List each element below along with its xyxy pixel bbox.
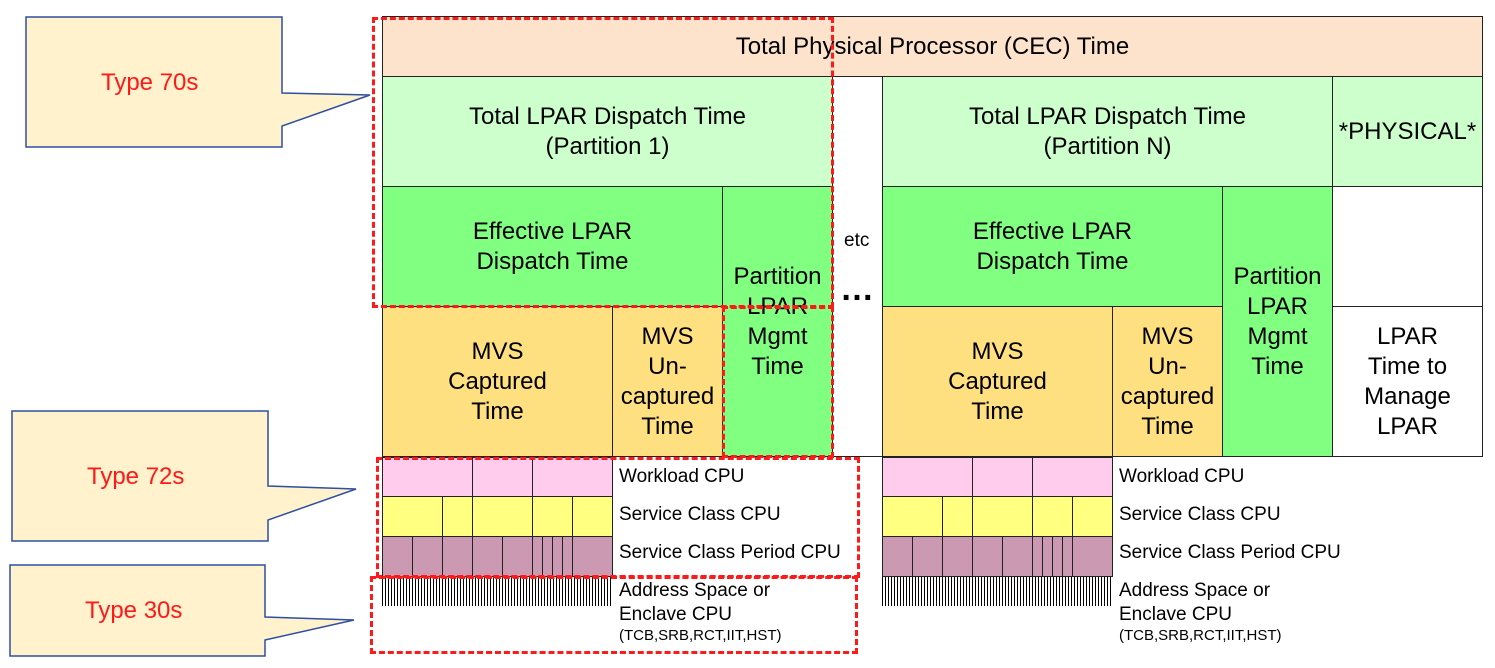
pn-period-cell	[882, 536, 913, 577]
pn-workload-cell	[972, 457, 1033, 497]
callout-type70-shape	[25, 16, 371, 148]
pn-period-cell	[1072, 536, 1113, 577]
p1-workload-cell	[532, 457, 613, 497]
p1-period-cell	[382, 536, 413, 577]
p1-service-class-period-label: Service Class Period CPU	[619, 542, 841, 563]
pn-address-space-label-1: Address Space or	[1119, 580, 1271, 601]
p1-service-class-cell	[472, 496, 533, 537]
p1-workload-cell	[382, 457, 473, 497]
pn-service-class-period-label: Service Class Period CPU	[1119, 542, 1341, 563]
p1-mvs-uncaptured: MVS Un- captured Time	[612, 306, 723, 457]
pn-period-cell	[912, 536, 943, 577]
callout-type72-shape	[11, 410, 357, 542]
pn-service-class-cell	[882, 496, 943, 537]
pn-effective-dispatch: Effective LPAR Dispatch Time	[882, 186, 1223, 307]
pn-dispatch-time: Total LPAR Dispatch Time (Partition N)	[882, 76, 1333, 187]
callout-type70-label: Type 70s	[101, 69, 199, 96]
pn-service-class-cell	[942, 496, 973, 537]
p1-address-space-label-1: Address Space or	[619, 580, 771, 601]
pn-lpar-mgmt-time: Partition LPAR Mgmt Time	[1222, 186, 1333, 457]
p1-lpar-mgmt-time: Partition LPAR Mgmt Time	[722, 186, 833, 457]
p1-service-class-cell	[532, 496, 573, 537]
p1-workload-label: Workload CPU	[619, 466, 745, 487]
callout-type72-label: Type 72s	[87, 463, 185, 490]
p1-period-cell	[572, 536, 613, 577]
pn-address-space-bars	[882, 577, 1112, 606]
p1-workload-cell	[472, 457, 533, 497]
p1-address-space-label-2: Enclave CPU	[619, 604, 732, 625]
p1-service-class-cell	[382, 496, 443, 537]
p1-address-space-label-3: (TCB,SRB,RCT,IIT,HST)	[619, 627, 782, 644]
p1-service-class-cell	[572, 496, 613, 537]
p1-mvs-captured: MVS Captured Time	[382, 306, 613, 457]
ellipsis-label: …	[840, 270, 874, 308]
pn-period-cell	[942, 536, 973, 577]
p1-period-cell	[442, 536, 473, 577]
pn-address-space-label-2: Enclave CPU	[1119, 604, 1232, 625]
pn-mvs-uncaptured: MVS Un- captured Time	[1112, 306, 1223, 457]
p1-dispatch-time: Total LPAR Dispatch Time (Partition 1)	[382, 76, 833, 187]
callout-type30-label: Type 30s	[85, 597, 183, 624]
p1-service-class-cell	[442, 496, 473, 537]
p1-period-cell	[412, 536, 443, 577]
physical-label: *PHYSICAL*	[1332, 76, 1483, 187]
callout-type30-shape	[9, 564, 355, 657]
p1-service-class-label: Service Class CPU	[619, 504, 781, 525]
p1-period-cell	[502, 536, 533, 577]
physical-empty	[1332, 186, 1483, 307]
pn-workload-cell	[1032, 457, 1113, 497]
pn-workload-cell	[882, 457, 973, 497]
p1-period-cell	[472, 536, 503, 577]
pn-service-class-cell	[972, 496, 1033, 537]
pn-service-class-cell	[1072, 496, 1113, 537]
etc-gap	[832, 76, 883, 457]
pn-period-cell	[1002, 536, 1033, 577]
total-physical-time-bar: Total Physical Processor (CEC) Time	[382, 16, 1483, 77]
pn-service-class-cell	[1032, 496, 1073, 537]
pn-mvs-captured: MVS Captured Time	[882, 306, 1113, 457]
etc-label: etc	[844, 230, 870, 251]
pn-service-class-label: Service Class CPU	[1119, 504, 1281, 525]
lpar-manage-time: LPAR Time to Manage LPAR	[1332, 306, 1483, 457]
p1-address-space-bars	[382, 577, 612, 606]
pn-workload-label: Workload CPU	[1119, 466, 1245, 487]
p1-effective-dispatch: Effective LPAR Dispatch Time	[382, 186, 723, 307]
pn-address-space-label-3: (TCB,SRB,RCT,IIT,HST)	[1119, 627, 1282, 644]
pn-period-cell	[972, 536, 1003, 577]
